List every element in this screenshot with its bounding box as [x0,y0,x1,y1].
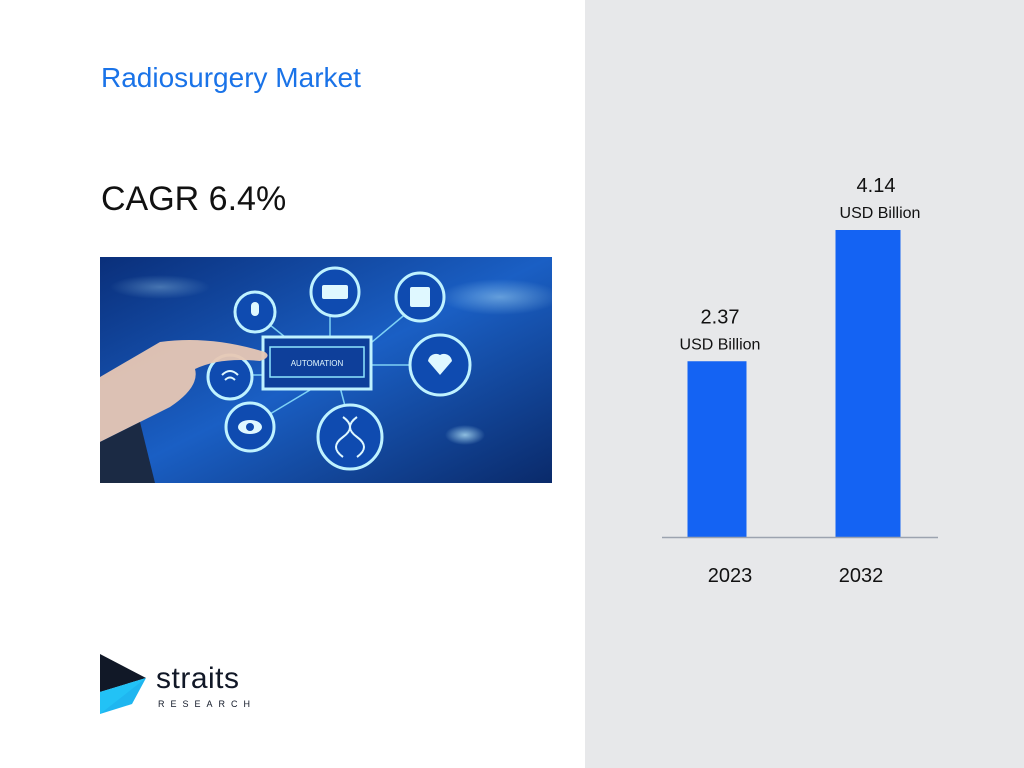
logo-subtitle: RESEARCH [158,699,257,709]
automation-label: AUTOMATION [291,359,344,368]
chart-panel [585,0,1024,768]
logo-mark-icon [100,654,146,714]
slide-title: Radiosurgery Market [101,62,361,93]
automation-box [261,335,373,391]
logo-wordmark: straits [156,662,240,695]
straits-logo: straits RESEARCH [98,652,268,716]
left-panel: Radiosurgery Market CAGR 6.4% [98,62,552,716]
dna-icon [316,403,384,471]
automation-image: AUTOMATION [100,257,552,483]
cagr-text: CAGR 6.4% [101,180,287,218]
hand-illustration [100,339,268,442]
automation-illustration: AUTOMATION [100,257,552,483]
